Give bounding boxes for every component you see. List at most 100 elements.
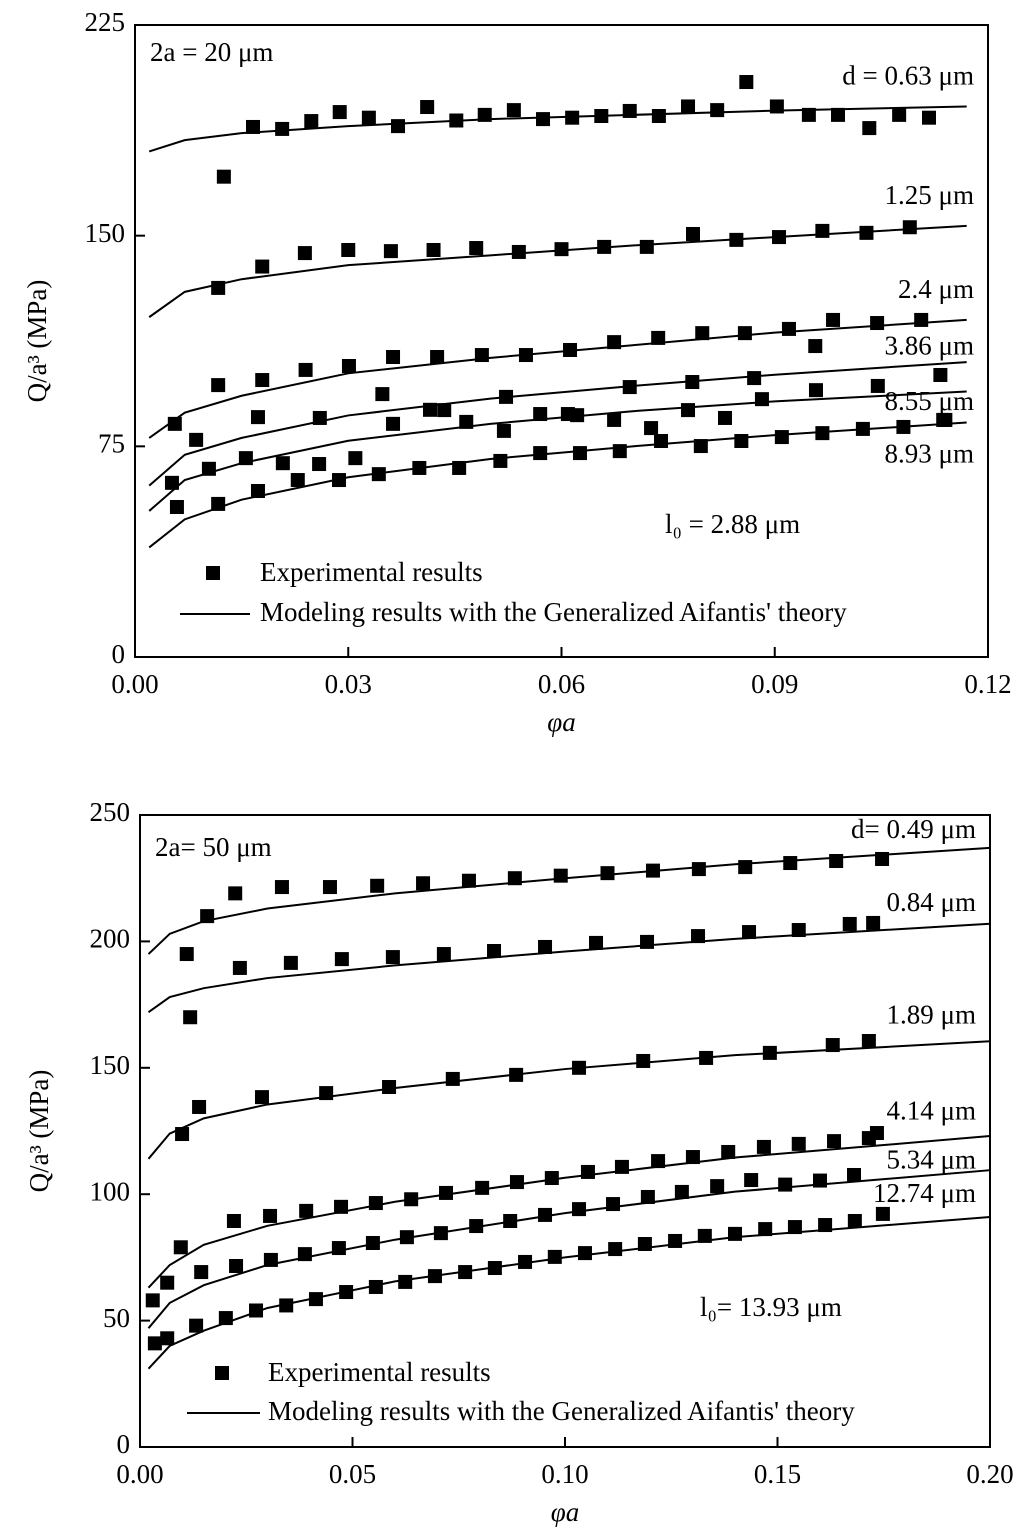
data-point [449,113,464,128]
data-point [815,223,830,238]
data-point [499,389,514,404]
y-tick-label: 250 [90,797,131,827]
data-point [299,1203,314,1218]
curve-label: 12.74 μm [873,1178,976,1208]
data-point [255,259,270,274]
data-point [607,412,622,427]
data-point [238,451,253,466]
data-point [563,342,578,357]
data-point [509,1067,524,1082]
data-point [640,1189,655,1204]
data-point [536,112,551,127]
data-point [565,110,580,125]
data-point [469,1219,484,1234]
data-point [600,866,615,881]
data-point [160,1331,175,1346]
data-point [275,121,290,136]
data-point [469,241,484,256]
y-tick-label: 150 [90,1050,131,1080]
data-point [169,500,184,515]
data-point [496,423,511,438]
x-tick-label: 0.15 [754,1459,801,1489]
data-point [164,475,179,490]
data-point [290,473,305,488]
data-point [892,107,907,122]
data-point [341,242,356,257]
model-line [147,846,991,955]
model-line [148,224,967,318]
data-point [697,1228,712,1243]
data-point [368,1196,383,1211]
legend-label: Modeling results with the Generalized Ai… [268,1396,855,1426]
data-point [506,103,521,118]
y-tick-label: 200 [90,924,131,954]
data-point [580,1164,595,1179]
data-point [254,1090,269,1105]
data-point [825,1038,840,1053]
x-tick-label: 0.00 [111,669,158,699]
data-point [179,947,194,962]
data-point [744,1173,759,1188]
data-point [734,433,749,448]
x-tick-label: 0.20 [966,1459,1013,1489]
data-point [175,1127,190,1142]
data-point [503,1213,518,1228]
data-point [365,1235,380,1250]
data-point [896,419,911,434]
data-point [533,446,548,461]
data-point [487,944,502,959]
data-point [375,387,390,402]
data-point [577,1246,592,1261]
model-line [147,1135,991,1289]
data-point [368,1279,383,1294]
data-point [420,100,435,115]
y-axis-label: Q/a³ (MPa) [22,280,52,403]
data-point [827,1134,842,1149]
data-point [791,1136,806,1151]
data-point [808,383,823,398]
data-point [681,99,696,114]
annotation: l₀ = 2.88 μm [665,509,800,539]
data-point [758,1222,773,1237]
data-point [341,358,356,373]
data-point [859,225,874,240]
data-point [754,392,769,407]
data-point [589,935,604,950]
curve-label: d= 0.49 μm [851,814,976,844]
data-point [297,246,312,261]
data-point [255,373,270,388]
legend-label: Modeling results with the Generalized Ai… [260,597,847,627]
data-point [361,110,376,125]
data-point [639,239,654,254]
data-point [391,119,406,134]
data-point [538,939,553,954]
data-point [818,1218,833,1233]
data-point [507,871,522,886]
data-point [263,1252,278,1267]
data-point [606,1197,621,1212]
legend-marker [206,566,220,580]
data-point [183,1010,198,1025]
curve-label: 1.89 μm [887,999,976,1029]
data-point [458,1265,473,1280]
y-tick-label: 225 [85,7,126,37]
data-point [783,856,798,871]
data-point [385,950,400,965]
data-point [644,421,659,436]
data-point [404,1192,419,1207]
curve-label: 5.34 μm [887,1144,976,1174]
data-point [386,350,401,365]
curve-label: 8.93 μm [885,439,974,469]
data-point [685,375,700,390]
data-point [815,426,830,441]
data-point [762,1045,777,1060]
model-line [147,1169,991,1329]
data-point [275,456,290,471]
data-point [636,1053,651,1068]
curve-label: d = 0.63 μm [842,61,974,91]
data-point [861,1034,876,1049]
data-point [422,402,437,417]
data-point [739,75,754,90]
data-point [189,1318,204,1333]
data-point [279,1298,294,1313]
